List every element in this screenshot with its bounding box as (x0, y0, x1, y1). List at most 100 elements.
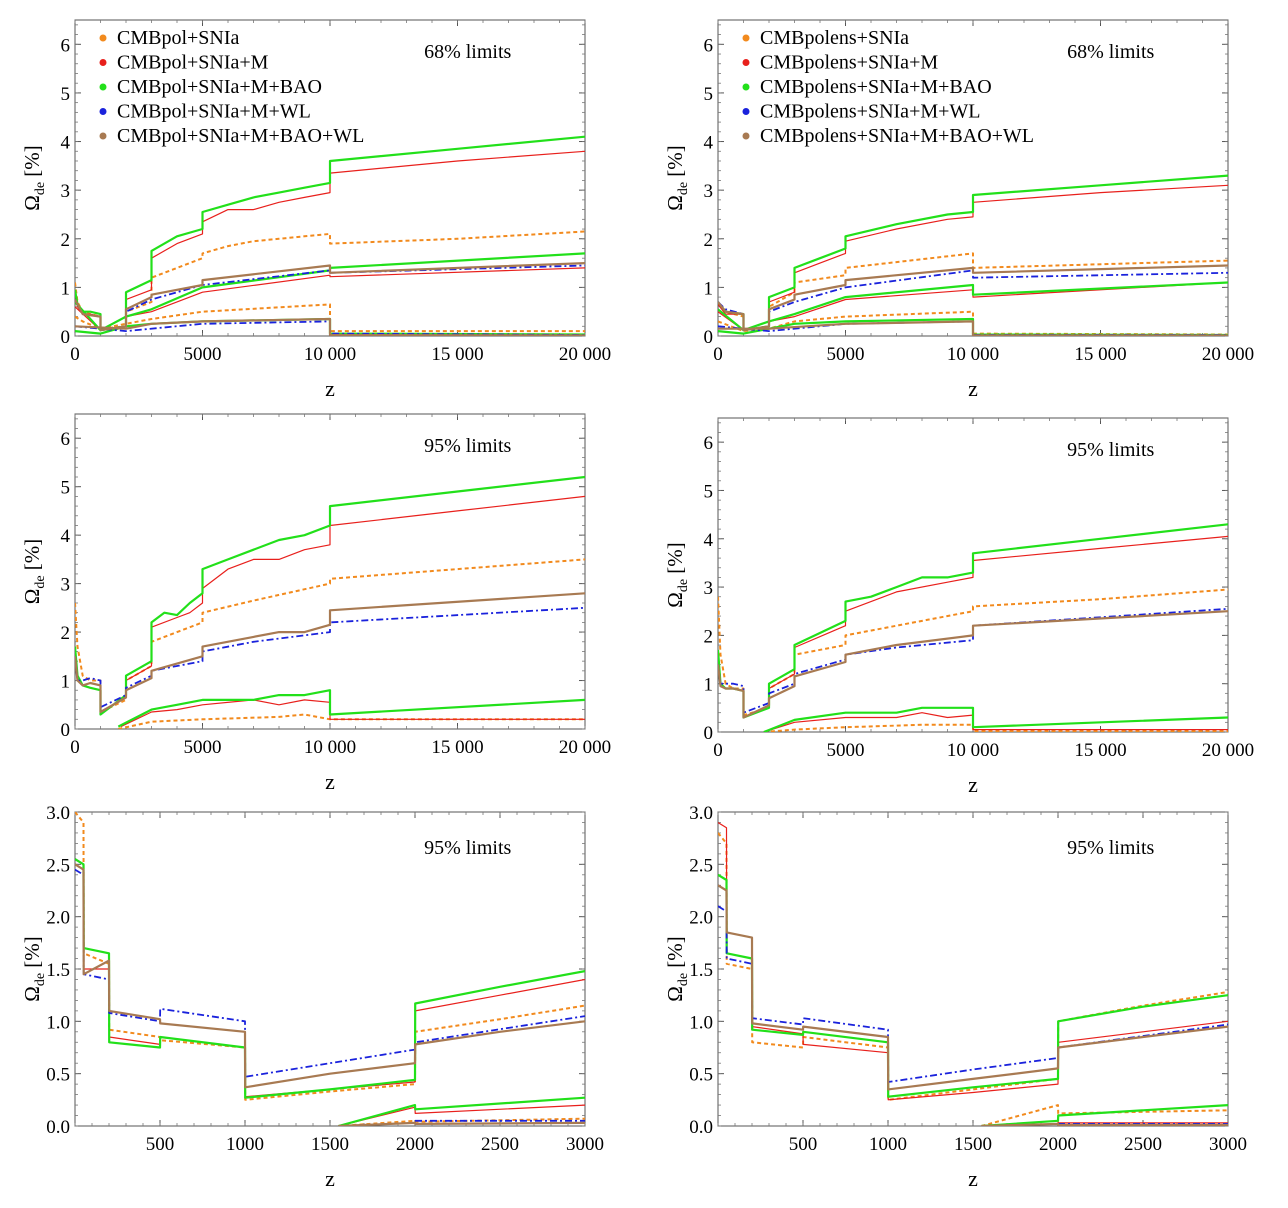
legend-label: CMBpol+SNIa+M+BAO (117, 76, 322, 98)
x-tick-label: 15 000 (1074, 344, 1126, 365)
series-line (75, 592, 585, 714)
series-line (117, 689, 585, 728)
panel-p3: 0 5000 10 000 15 000 20 000 0 1 2 3 4 5 6 z Ωde [%] 95… (20, 413, 611, 794)
legend-marker (742, 132, 750, 140)
y-tick-label: 0.0 (689, 1117, 713, 1138)
y-tick-label: 0 (61, 720, 71, 741)
y-axis-label-unit: [%] (663, 936, 687, 973)
x-tick-label: 0 (713, 344, 723, 365)
y-axis-label-subscript: de (33, 973, 48, 986)
series-line (338, 1096, 585, 1126)
series-group (718, 523, 1228, 732)
x-tick-label: 1000 (226, 1134, 264, 1155)
x-tick-label: 15 000 (1074, 740, 1126, 761)
legend-label: CMBpolens+SNIa+M+BAO (760, 76, 992, 98)
x-tick-label: 0 (70, 737, 80, 758)
legend-label: CMBpol+SNIa (117, 27, 240, 49)
y-axis-label-main: Ω (20, 195, 44, 211)
y-axis-label-subscript: de (676, 182, 691, 195)
series-line (75, 135, 585, 332)
series-line (981, 1104, 1228, 1126)
y-tick-label: 2.5 (46, 855, 70, 876)
y-tick-label: 2 (704, 230, 714, 251)
series-line (75, 812, 585, 1101)
series-line (75, 320, 585, 336)
series-group (75, 135, 585, 336)
limits-annotation: 95% limits (1067, 837, 1154, 859)
series-line (718, 610, 1228, 719)
x-tick-label: 5000 (827, 344, 865, 365)
series-line (75, 303, 585, 333)
series-line (763, 706, 1228, 732)
x-tick-label: 20 000 (1202, 344, 1254, 365)
y-axis-label-main: Ω (20, 986, 44, 1002)
x-tick-label: 5000 (827, 740, 865, 761)
y-axis-label-subscript: de (676, 973, 691, 986)
y-tick-label: 5 (704, 84, 714, 105)
series-line (75, 863, 585, 1089)
x-tick-label: 20 000 (1202, 740, 1254, 761)
y-axis-label-main: Ω (663, 986, 687, 1002)
legend-label: CMBpol+SNIa+M+BAO+WL (117, 125, 364, 147)
series-line (75, 606, 585, 709)
y-tick-label: 2 (704, 626, 714, 647)
y-tick-label: 1.0 (689, 1012, 713, 1033)
legend-label: CMBpolens+SNIa+M+BAO+WL (760, 125, 1034, 147)
y-tick-label: 1.0 (46, 1012, 70, 1033)
series-line (981, 1122, 1228, 1126)
y-tick-label: 4 (61, 133, 71, 154)
legend-marker (99, 132, 107, 140)
series-line (718, 320, 1228, 336)
limits-annotation: 68% limits (1067, 41, 1154, 63)
legend-marker (99, 59, 107, 66)
y-tick-label: 3 (704, 578, 714, 599)
y-tick-label: 3.0 (46, 803, 70, 824)
x-tick-label: 2000 (396, 1134, 434, 1155)
y-axis-label-subscript: de (33, 182, 48, 195)
y-tick-label: 2.0 (689, 908, 713, 929)
y-tick-label: 0 (61, 327, 71, 348)
limits-annotation: 95% limits (424, 435, 511, 457)
y-tick-label: 1 (704, 278, 714, 299)
y-axis-label-main: Ω (20, 589, 44, 605)
x-tick-label: 20 000 (559, 344, 611, 365)
panel-p5: 500 1000 1500 2000 2500 3000 0.0 0.5 1.0 1.5 2.0 2.… (20, 803, 604, 1191)
x-tick-label: 5000 (184, 737, 222, 758)
x-tick-label: 10 000 (304, 344, 356, 365)
y-axis-label-subscript: de (676, 579, 691, 592)
panel-p4: 0 5000 10 000 15 000 20 000 0 1 2 3 4 5 6 z Ωde [%] 95… (663, 417, 1254, 797)
legend-label: CMBpolens+SNIa (760, 27, 909, 49)
y-tick-label: 4 (704, 133, 714, 154)
y-tick-label: 1 (61, 672, 71, 693)
series-group (718, 821, 1228, 1126)
x-tick-label: 15 000 (431, 344, 483, 365)
y-axis-label-unit: [%] (20, 936, 44, 973)
x-tick-label: 3000 (1209, 1134, 1247, 1155)
series-line (718, 884, 1228, 1091)
x-axis-label: z (325, 1166, 335, 1191)
y-tick-label: 4 (61, 526, 71, 547)
y-tick-label: 4 (704, 530, 714, 551)
x-tick-label: 2000 (1039, 1134, 1077, 1155)
x-axis-label: z (968, 1166, 978, 1191)
series-line (75, 475, 585, 716)
series-line (75, 858, 585, 1099)
series-group (75, 812, 585, 1126)
y-tick-label: 5 (61, 478, 71, 499)
y-tick-label: 0.5 (689, 1065, 713, 1086)
y-tick-label: 1.5 (689, 960, 713, 981)
limits-annotation: 95% limits (1067, 439, 1154, 461)
y-axis-label: Ωde [%] (20, 145, 48, 211)
y-axis-label: Ωde [%] (663, 936, 691, 1002)
y-axis-label-subscript: de (33, 575, 48, 588)
y-tick-label: 5 (61, 84, 71, 105)
x-axis-label: z (968, 376, 978, 401)
y-axis-label-unit: [%] (20, 539, 44, 576)
y-tick-label: 2 (61, 230, 71, 251)
x-tick-label: 1500 (954, 1134, 992, 1155)
x-tick-label: 10 000 (947, 740, 999, 761)
x-tick-label: 2500 (481, 1134, 519, 1155)
y-tick-label: 2.0 (46, 908, 70, 929)
series-line (718, 607, 1228, 714)
y-tick-label: 1.5 (46, 960, 70, 981)
